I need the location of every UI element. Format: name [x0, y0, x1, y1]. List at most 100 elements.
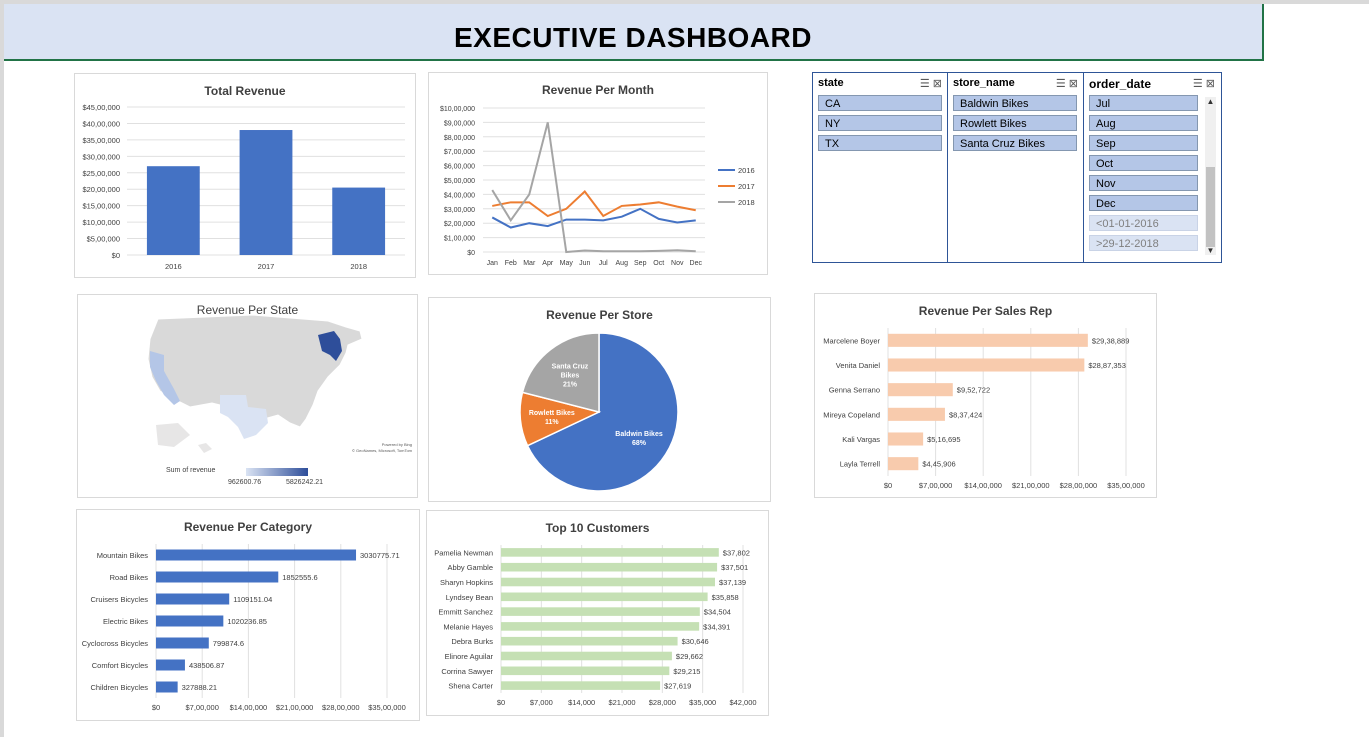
slicer-date-header: order_date — [1089, 77, 1152, 91]
y-tick-label: $45,00,000 — [82, 103, 120, 112]
data-label: $37,139 — [719, 578, 746, 587]
x-tick-label: $42,000 — [729, 698, 756, 707]
revenue-state-map[interactable]: Revenue Per State Sum of revenue 962600.… — [77, 294, 418, 498]
category-label: Mountain Bikes — [97, 551, 149, 560]
slicer-item[interactable]: Nov — [1089, 175, 1198, 191]
scroll-up-icon[interactable]: ▲ — [1206, 97, 1215, 106]
x-tick-label: Dec — [690, 260, 703, 267]
x-tick-label: Aug — [616, 260, 629, 267]
slicer-item[interactable]: NY — [818, 115, 942, 131]
y-tick-label: $35,00,000 — [82, 136, 120, 145]
bar — [156, 681, 178, 693]
category-label: Sharyn Hopkins — [440, 578, 493, 587]
slicer-item[interactable]: Jul — [1089, 95, 1198, 111]
x-tick-label: Jul — [599, 260, 608, 267]
total-revenue-chart[interactable]: Total Revenue $0 $5,00,000 $10,00,000 $15,0… — [74, 73, 416, 278]
map-legend-gradient — [246, 468, 308, 476]
pie-label: Rowlett Bikes — [529, 410, 575, 417]
bar — [501, 666, 670, 676]
page-title: EXECUTIVE DASHBOARD — [454, 22, 812, 53]
x-tick-label: $21,00,000 — [1012, 481, 1050, 490]
scroll-thumb[interactable] — [1206, 167, 1215, 247]
map-hawaii — [198, 443, 212, 453]
grid-top-border — [0, 0, 1369, 4]
category-label: Cyclocross Bicycles — [82, 639, 149, 648]
category-label: Children Bicycles — [90, 683, 148, 692]
category-label: Cruisers Bicycles — [90, 595, 148, 604]
bar — [501, 681, 661, 690]
y-tick-label: $4,00,000 — [444, 192, 475, 199]
slicer-store-tools[interactable]: ☰ ⊠ — [1056, 77, 1078, 90]
x-tick-label: $21,000 — [608, 698, 635, 707]
slicer-item[interactable]: Baldwin Bikes — [953, 95, 1077, 111]
x-tick-label: $35,00,000 — [1107, 481, 1145, 490]
series-line-2016 — [491, 207, 696, 229]
y-tick-label: $7,00,000 — [444, 149, 475, 156]
slicer-item[interactable]: Santa Cruz Bikes — [953, 135, 1077, 151]
y-tick-label: $0 — [112, 251, 120, 260]
slicer-item[interactable]: Rowlett Bikes — [953, 115, 1077, 131]
slicer-store-name[interactable]: store_name ☰ ⊠ Baldwin Bikes Rowlett Bike… — [947, 72, 1085, 263]
multi-select-icon[interactable]: ☰ — [1055, 78, 1066, 90]
bar — [501, 607, 700, 616]
category-label: Genna Serrano — [829, 386, 880, 395]
data-label: $34,504 — [704, 608, 731, 617]
slicer-state-header: state — [818, 77, 844, 89]
slicer-item[interactable]: <01-01-2016 — [1089, 215, 1198, 231]
x-tick-label: Nov — [671, 260, 684, 267]
clear-filter-icon[interactable]: ⊠ — [1205, 78, 1215, 90]
pie-label: 68% — [632, 440, 647, 447]
slicer-state-tools[interactable]: ☰ ⊠ — [920, 77, 942, 90]
slicer-item[interactable]: CA — [818, 95, 942, 111]
bar — [888, 407, 945, 421]
slicer-item[interactable]: Dec — [1089, 195, 1198, 211]
category-label: Debra Burks — [451, 637, 493, 646]
slicer-item[interactable]: >29-12-2018 — [1089, 235, 1198, 251]
revenue-rep-chart[interactable]: Revenue Per Sales Rep $0 $7,00,000 $14,00,… — [814, 293, 1157, 498]
revenue-store-chart[interactable]: Revenue Per Store Baldwin Bikes 68% Rowlet… — [428, 297, 771, 502]
multi-select-icon[interactable]: ☰ — [1192, 78, 1203, 90]
category-label: Mireya Copeland — [823, 410, 880, 419]
clear-filter-icon[interactable]: ⊠ — [932, 78, 942, 90]
pie-slice — [526, 332, 679, 492]
data-label: 3030775.71 — [360, 551, 400, 560]
data-label: $5,16,695 — [927, 435, 960, 444]
x-tick-label: $35,00,000 — [368, 703, 406, 712]
x-tick-label: $28,000 — [649, 698, 676, 707]
y-tick-label: $2,00,000 — [444, 221, 475, 228]
slicer-order-date[interactable]: order_date ☰ ⊠ ▲ ▼ Jul Aug Sep Oct Nov Dec <01… — [1083, 72, 1222, 263]
multi-select-icon[interactable]: ☰ — [919, 78, 930, 90]
y-tick-label: $0 — [467, 250, 475, 257]
x-tick-label: 2018 — [350, 262, 367, 271]
slicer-item[interactable]: Sep — [1089, 135, 1198, 151]
bar — [501, 577, 715, 587]
x-tick-label: $14,000 — [568, 698, 595, 707]
revenue-month-chart[interactable]: Revenue Per Month $0 $1,00,000 $2,00,000 $3… — [428, 72, 768, 275]
x-tick-label: $28,00,000 — [322, 703, 360, 712]
scroll-down-icon[interactable]: ▼ — [1206, 246, 1215, 255]
map-legend-label: Sum of revenue — [166, 467, 216, 474]
bar — [888, 457, 919, 471]
x-tick-label: 2017 — [258, 262, 275, 271]
clear-filter-icon[interactable]: ⊠ — [1068, 78, 1078, 90]
map-legend-max: 5826242.21 — [286, 479, 323, 486]
slicer-item[interactable]: Oct — [1089, 155, 1198, 171]
pie-label: Santa Cruz — [552, 364, 589, 371]
x-tick-label: $21,00,000 — [276, 703, 314, 712]
slicer-scrollbar[interactable]: ▲ ▼ — [1205, 97, 1216, 255]
slicer-state[interactable]: state ☰ ⊠ CA NY TX — [812, 72, 949, 263]
revenue-category-chart[interactable]: Revenue Per Category $0 $7,00,000 $14,00,0… — [76, 509, 420, 721]
bar — [156, 637, 209, 649]
slicer-item[interactable]: TX — [818, 135, 942, 151]
bar — [146, 166, 200, 255]
slicer-item[interactable]: Aug — [1089, 115, 1198, 131]
bar — [156, 593, 230, 605]
slicer-date-tools[interactable]: ☰ ⊠ — [1193, 77, 1215, 90]
revenue-state-title: Revenue Per State — [196, 303, 299, 317]
title-banner[interactable]: EXECUTIVE DASHBOARD — [4, 4, 1264, 61]
top-customers-chart[interactable]: Top 10 Customers $0 $7,000 $14,000 $21,000 $… — [426, 510, 769, 716]
revenue-category-plot: $0 $7,00,000 $14,00,000 $21,00,000 $28,00,00… — [82, 544, 406, 712]
y-tick-label: $5,00,000 — [87, 235, 120, 244]
data-label: $8,37,424 — [949, 410, 982, 419]
map-legend-min: 962600.76 — [228, 479, 262, 486]
